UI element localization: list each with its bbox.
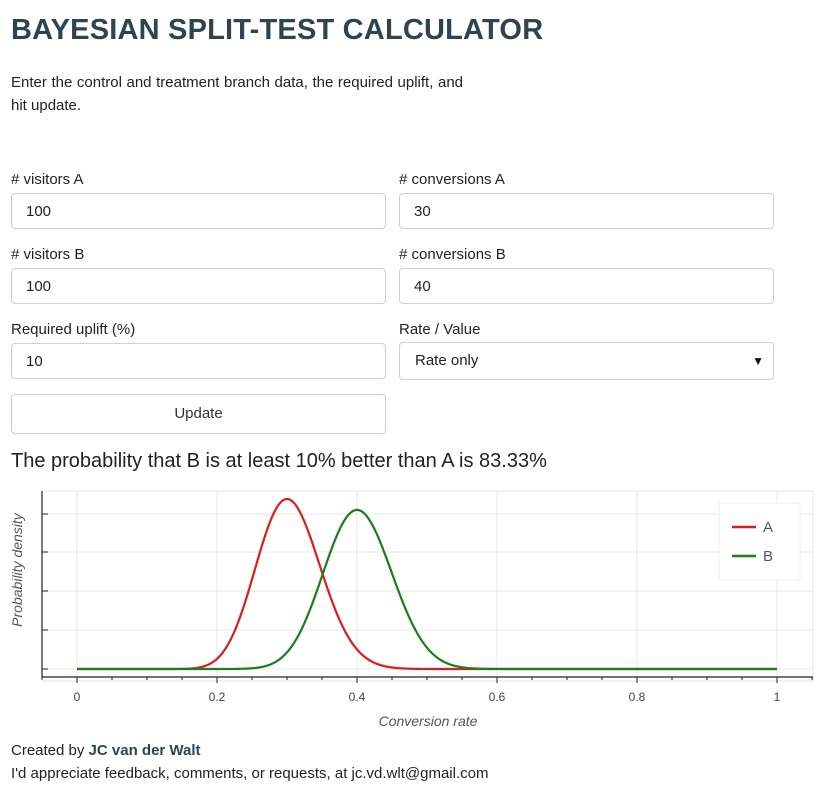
dropdown-arrow-icon: ▼ (752, 354, 764, 368)
visitors-a-label: # visitors A (11, 171, 84, 188)
series-line-a (77, 497, 777, 671)
visitors-a-input[interactable] (11, 193, 386, 229)
conversions-b-input[interactable] (399, 268, 774, 304)
legend-label-b: B (763, 548, 773, 565)
density-chart: 0 0.2 0.4 0.6 0.8 1 Probability density Conve… (0, 480, 826, 740)
visitors-b-input[interactable] (11, 268, 386, 304)
visitors-b-label: # visitors B (11, 246, 85, 263)
legend-box (718, 502, 801, 581)
plot-frame (41, 490, 814, 682)
x-tick-label: 0.6 (489, 690, 506, 704)
uplift-input[interactable] (11, 343, 386, 379)
footer-feedback: I'd appreciate feedback, comments, or re… (11, 765, 489, 782)
footer-credit: Created by JC van der Walt (11, 742, 201, 759)
x-tick-label: 0 (74, 690, 81, 704)
page-title: BAYESIAN SPLIT-TEST CALCULATOR (11, 14, 544, 46)
x-tick-label: 0.4 (349, 690, 366, 704)
conversions-b-label: # conversions B (399, 246, 506, 263)
rate-value-select[interactable]: Rate only ▼ (399, 342, 774, 380)
series-line-b (77, 508, 777, 671)
rate-value-selected: Rate only (415, 352, 479, 369)
x-tick-label: 0.2 (209, 690, 226, 704)
conversions-a-input[interactable] (399, 193, 774, 229)
density-chart-svg: 0 0.2 0.4 0.6 0.8 1 Probability density Conve… (9, 490, 814, 729)
rate-value-label: Rate / Value (399, 321, 481, 338)
x-tick-label: 0.8 (629, 690, 646, 704)
conversions-a-label: # conversions A (399, 171, 505, 188)
legend-label-a: A (763, 519, 773, 536)
author-link[interactable]: JC van der Walt (88, 742, 201, 759)
probability-result: The probability that B is at least 10% b… (11, 450, 547, 472)
y-axis-label: Probability density (9, 512, 25, 627)
x-axis-label: Conversion rate (379, 713, 478, 729)
created-by-text: Created by (11, 742, 85, 759)
update-button[interactable]: Update (11, 394, 386, 434)
x-tick-label: 1 (774, 690, 781, 704)
legend: AB (718, 502, 801, 581)
uplift-label: Required uplift (%) (11, 321, 136, 338)
intro-text: Enter the control and treatment branch d… (11, 74, 463, 114)
